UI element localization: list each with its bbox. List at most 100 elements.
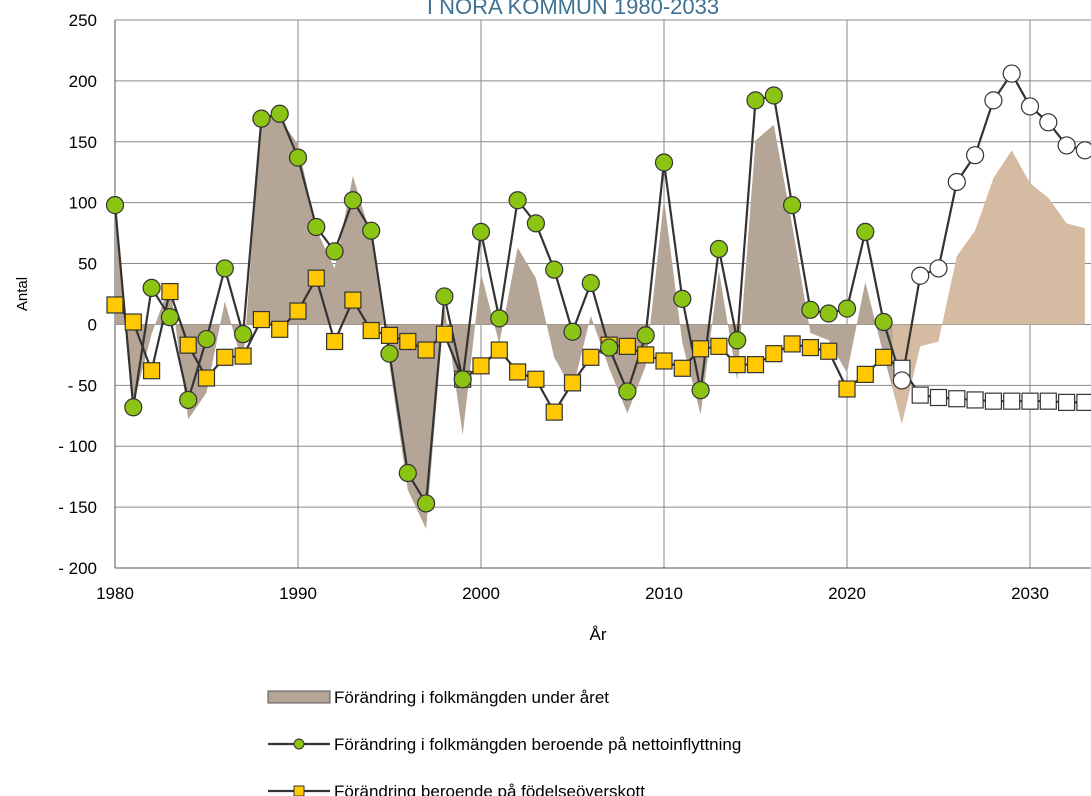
point xyxy=(197,329,216,349)
point xyxy=(1039,113,1058,132)
legend-marker xyxy=(293,738,305,750)
point xyxy=(343,191,362,210)
point xyxy=(215,259,234,278)
y-axis-label: Antal xyxy=(14,277,31,311)
point xyxy=(417,341,435,359)
point xyxy=(509,363,527,381)
point xyxy=(325,242,344,261)
point xyxy=(892,371,912,390)
point xyxy=(782,196,802,215)
point xyxy=(728,331,747,350)
point xyxy=(637,346,655,364)
point xyxy=(142,278,161,298)
x-tick-label: 2000 xyxy=(462,584,500,603)
point xyxy=(636,326,655,345)
point xyxy=(1075,141,1091,160)
point xyxy=(288,148,308,167)
point xyxy=(435,287,454,306)
point xyxy=(618,382,637,401)
point xyxy=(307,269,325,287)
point xyxy=(783,335,801,353)
point xyxy=(380,344,399,363)
chart-title: I NORA KOMMUN 1980-2033 xyxy=(427,0,719,19)
y-tick-label: - 100 xyxy=(58,437,97,456)
y-tick-label: 250 xyxy=(69,11,97,30)
point xyxy=(820,342,838,360)
point xyxy=(710,337,728,355)
point xyxy=(837,299,857,318)
point xyxy=(508,191,527,210)
y-tick-label: - 200 xyxy=(58,559,97,578)
point xyxy=(965,146,985,165)
point xyxy=(344,291,362,309)
point xyxy=(838,380,856,398)
legend-label: Förändring i folkmängden under året xyxy=(334,688,609,707)
point xyxy=(545,403,563,421)
y-tick-label: - 50 xyxy=(68,376,97,395)
x-tick-label: 2020 xyxy=(828,584,866,603)
point xyxy=(673,359,691,377)
point xyxy=(1039,392,1057,410)
point xyxy=(984,91,1003,110)
x-tick-label: 2030 xyxy=(1011,584,1049,603)
point xyxy=(1076,393,1091,411)
point xyxy=(654,153,674,172)
legend-marker xyxy=(293,785,305,796)
point xyxy=(801,300,820,319)
y-tick-label: 200 xyxy=(69,72,97,91)
point xyxy=(526,214,546,233)
point xyxy=(124,313,142,331)
legend-label: Förändring i folkmängden beroende på net… xyxy=(334,735,741,754)
point xyxy=(563,322,582,341)
point xyxy=(582,348,600,366)
point xyxy=(1003,392,1021,410)
point xyxy=(252,310,270,329)
point xyxy=(581,273,600,293)
point xyxy=(143,362,161,380)
point xyxy=(673,289,692,308)
point xyxy=(252,109,271,128)
point xyxy=(362,221,381,240)
point xyxy=(691,381,710,400)
point xyxy=(746,91,765,110)
y-tick-label: 0 xyxy=(88,315,97,334)
point xyxy=(874,312,893,332)
x-axis-label: År xyxy=(590,625,607,644)
point xyxy=(234,325,253,344)
point xyxy=(124,398,143,417)
point xyxy=(179,390,198,410)
y-tick-label: 50 xyxy=(78,255,97,274)
y-tick-label: 100 xyxy=(69,194,97,213)
point xyxy=(270,104,289,123)
point xyxy=(179,336,197,354)
legend-swatch xyxy=(267,690,331,704)
point xyxy=(801,338,820,357)
point xyxy=(472,357,490,375)
point xyxy=(948,390,966,408)
point xyxy=(527,370,545,388)
point xyxy=(728,356,746,374)
point xyxy=(105,196,125,215)
point xyxy=(471,222,491,241)
legend-label: Förändring beroende på födelseöverskott xyxy=(334,782,645,796)
y-tick-label: 150 xyxy=(69,133,97,152)
point xyxy=(435,325,453,343)
point xyxy=(1057,393,1076,411)
x-tick-label: 1990 xyxy=(279,584,317,603)
point xyxy=(966,391,984,409)
point xyxy=(1057,136,1076,155)
point xyxy=(398,463,417,483)
point xyxy=(216,348,234,366)
point xyxy=(271,320,289,338)
point xyxy=(307,217,326,237)
point xyxy=(106,296,124,314)
point xyxy=(1020,97,1040,116)
point xyxy=(746,356,765,374)
point xyxy=(289,302,307,320)
y-tick-label: - 150 xyxy=(58,498,97,517)
point xyxy=(234,347,252,365)
point xyxy=(599,338,619,357)
point xyxy=(856,222,875,241)
point xyxy=(691,340,710,358)
